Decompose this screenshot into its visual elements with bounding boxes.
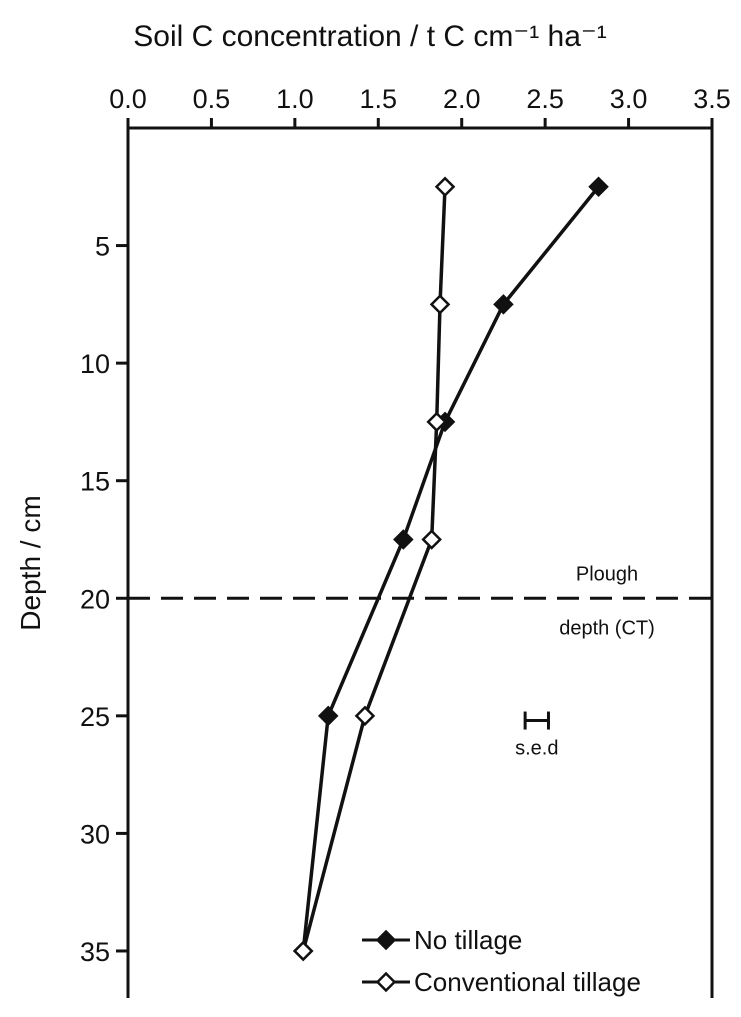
series-group (292, 176, 609, 962)
data-point (393, 529, 414, 550)
y-tick-label: 15 (80, 467, 110, 497)
data-point (421, 529, 442, 550)
annotations: Plough depth (CT) s.e.d (128, 563, 712, 760)
sed-error-bar (523, 711, 550, 730)
series-no-tillage (292, 176, 609, 962)
data-point (292, 940, 314, 962)
x-axis-ticks: 0.0 0.5 1.0 1.5 2.0 2.5 3.0 3.5 (109, 84, 731, 128)
y-tick-label: 10 (80, 349, 110, 379)
legend: No tillage Conventional tillage (362, 925, 641, 997)
x-tick-label: 0.5 (193, 84, 231, 114)
x-tick-label: 2.5 (526, 84, 564, 114)
data-point (317, 705, 339, 727)
y-tick-label: 5 (95, 232, 110, 262)
legend-label: Conventional tillage (414, 967, 641, 997)
data-point (493, 294, 514, 315)
data-point (429, 294, 451, 315)
data-point (354, 705, 376, 727)
y-tick-label: 20 (80, 584, 110, 614)
y-tick-label: 25 (80, 702, 110, 732)
data-point (588, 176, 609, 198)
x-tick-label: 2.0 (443, 84, 481, 114)
y-axis-label: Depth / cm (15, 495, 46, 630)
series-conventional-tillage (292, 176, 456, 962)
x-tick-label: 3.5 (693, 84, 731, 114)
legend-label: No tillage (414, 925, 522, 955)
sed-label: s.e.d (515, 738, 558, 760)
x-tick-label: 0.0 (109, 84, 147, 114)
series-line (301, 186, 447, 952)
x-tick-label: 1.5 (360, 84, 398, 114)
legend-marker (375, 929, 397, 951)
legend-marker (375, 971, 397, 993)
x-tick-label: 3.0 (610, 84, 648, 114)
plough-label: Plough (576, 563, 638, 585)
y-axis-ticks: 5 10 15 20 25 30 35 (80, 232, 128, 967)
axes (126, 126, 714, 998)
y-tick-label: 35 (80, 937, 110, 967)
plough-depth-ct-label: depth (CT) (559, 617, 655, 639)
chart-title: Soil C concentration / t C cm⁻¹ ha⁻¹ (133, 20, 607, 53)
x-tick-label: 1.0 (276, 84, 314, 114)
y-tick-label: 30 (80, 819, 110, 849)
data-point (434, 176, 456, 198)
series-line (301, 185, 600, 952)
data-point (426, 411, 447, 433)
